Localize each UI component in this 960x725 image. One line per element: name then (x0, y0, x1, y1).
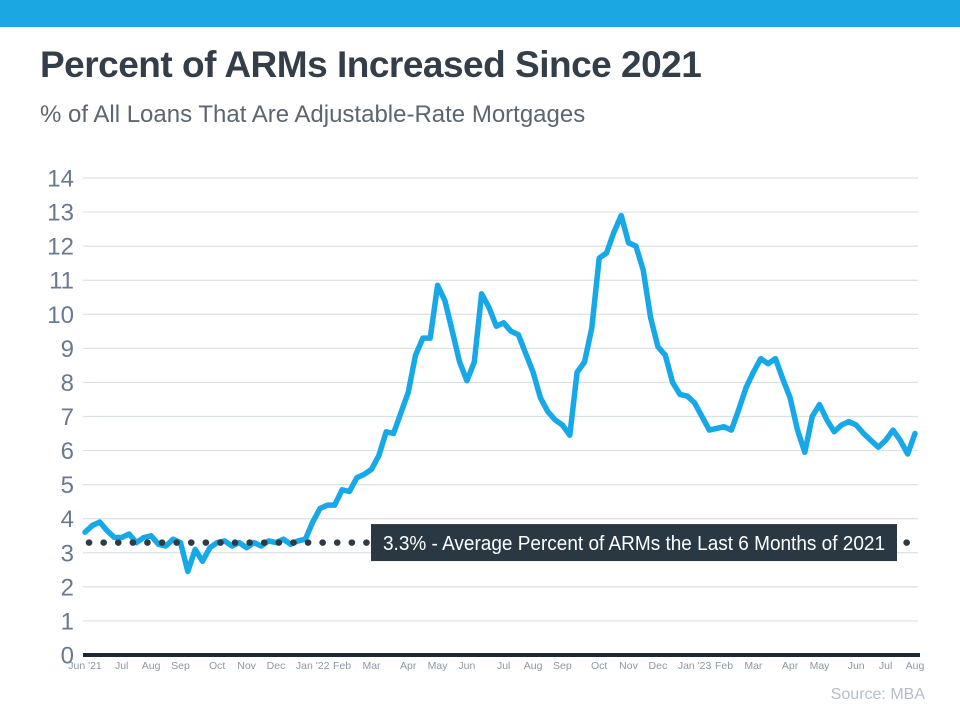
x-axis-month-label: Nov (237, 660, 256, 672)
x-axis-month-label: Jul (497, 660, 510, 672)
x-axis-month-label: Jun (458, 660, 475, 672)
page-subtitle: % of All Loans That Are Adjustable-Rate … (40, 101, 586, 128)
y-axis-tick-label: 6 (61, 438, 74, 465)
x-axis-month-label: Sep (171, 660, 190, 672)
source-label: Source: MBA (830, 686, 925, 703)
x-axis-month-label: Apr (782, 660, 799, 672)
x-axis-month-label: May (810, 660, 831, 672)
y-axis-tick-label: 13 (47, 200, 74, 227)
x-axis-month-label: Oct (209, 660, 225, 672)
y-axis-tick-label: 0 (61, 643, 74, 670)
y-axis-tick-label: 8 (61, 370, 74, 397)
top-accent-bar (0, 0, 960, 27)
y-axis-tick-label: 10 (47, 302, 74, 329)
x-axis-month-label: Aug (524, 660, 543, 672)
x-axis-month-label: Jun '21 (68, 660, 102, 672)
annotation-text: 3.3% - Average Percent of ARMs the Last … (383, 533, 885, 555)
x-axis-month-label: Dec (649, 660, 668, 672)
annotation-box (371, 524, 897, 562)
y-axis-tick-label: 14 (47, 166, 74, 193)
y-axis-tick-label: 9 (61, 336, 74, 363)
x-axis-month-label: May (428, 660, 449, 672)
x-axis-month-label: Apr (400, 660, 417, 672)
x-axis-month-label: Feb (333, 660, 351, 672)
gridlines (83, 177, 920, 657)
y-axis-tick-label: 2 (61, 574, 74, 601)
y-axis-tick-label: 3 (61, 540, 74, 567)
x-axis-month-label: Mar (362, 660, 381, 672)
x-axis-month-label: Jan '23 (678, 660, 712, 672)
x-axis-month-label: Dec (267, 660, 286, 672)
x-axis-month-label: Jun (848, 660, 865, 672)
x-axis-month-label: Nov (619, 660, 638, 672)
x-axis-month-labels: Jun '21 Jul Aug Sep Oct Nov Dec Jan '22 Feb Mar Ap… (68, 660, 924, 672)
x-axis-month-label: Oct (591, 660, 607, 672)
y-axis-tick-label: 7 (61, 404, 74, 431)
x-axis-month-label: Aug (906, 660, 925, 672)
x-axis-month-label: Mar (744, 660, 763, 672)
arm-share-line (82, 212, 918, 575)
y-axis-tick-label: 12 (47, 234, 74, 261)
x-axis-month-label: Aug (142, 660, 161, 672)
x-axis-month-label: Sep (553, 660, 572, 672)
y-axis-tick-label: 4 (61, 506, 74, 533)
y-axis-tick-label: 1 (61, 608, 74, 635)
x-axis-month-label: Feb (715, 660, 733, 672)
x-axis-month-label: Jul (879, 660, 892, 672)
y-axis-tick-label: 11 (49, 268, 74, 295)
x-axis-month-label: Jul (115, 660, 128, 672)
page-title: Percent of ARMs Increased Since 2021 (40, 44, 702, 85)
y-axis-tick-label: 5 (61, 472, 74, 499)
x-axis-month-label: Jan '22 (296, 660, 330, 672)
